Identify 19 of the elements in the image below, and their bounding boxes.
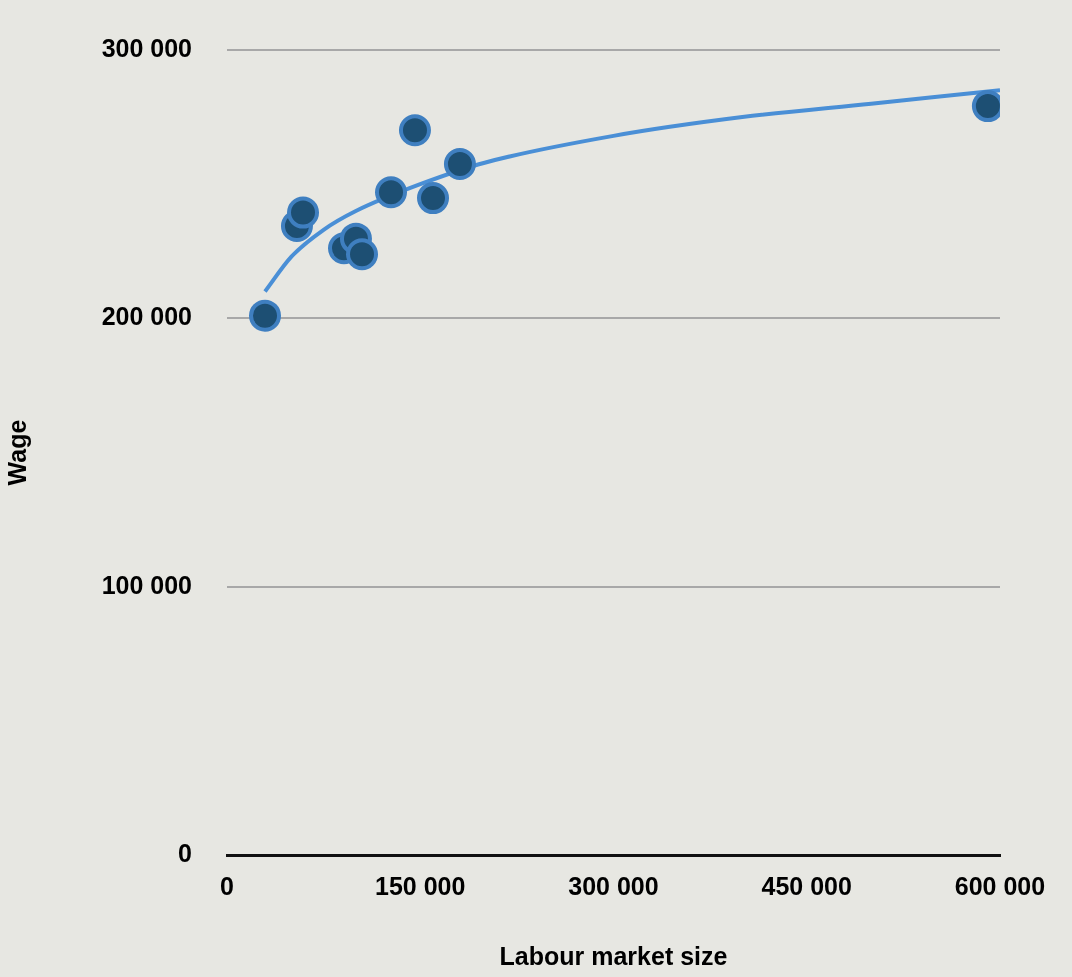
x-tick-label: 150 000 xyxy=(375,871,466,900)
y-tick-label: 200 000 xyxy=(101,302,192,331)
x-tick-label: 300 000 xyxy=(568,871,659,900)
y-tick-label: 300 000 xyxy=(101,33,192,62)
x-tick-label: 450 000 xyxy=(761,871,852,900)
x-tick-label: 0 xyxy=(220,871,234,900)
x-tick-label: 600 000 xyxy=(954,871,1046,900)
y-axis-title: Wage xyxy=(2,419,31,486)
point xyxy=(398,114,431,147)
point xyxy=(287,196,320,229)
y-tick-label: 100 000 xyxy=(101,570,192,599)
point xyxy=(346,238,379,271)
point xyxy=(417,182,450,215)
point xyxy=(375,176,408,209)
y-tick-label: 0 xyxy=(178,838,192,867)
x-axis-title: Labour market size xyxy=(499,941,728,970)
line-series xyxy=(263,88,1000,294)
point xyxy=(443,148,476,181)
point xyxy=(249,299,282,332)
